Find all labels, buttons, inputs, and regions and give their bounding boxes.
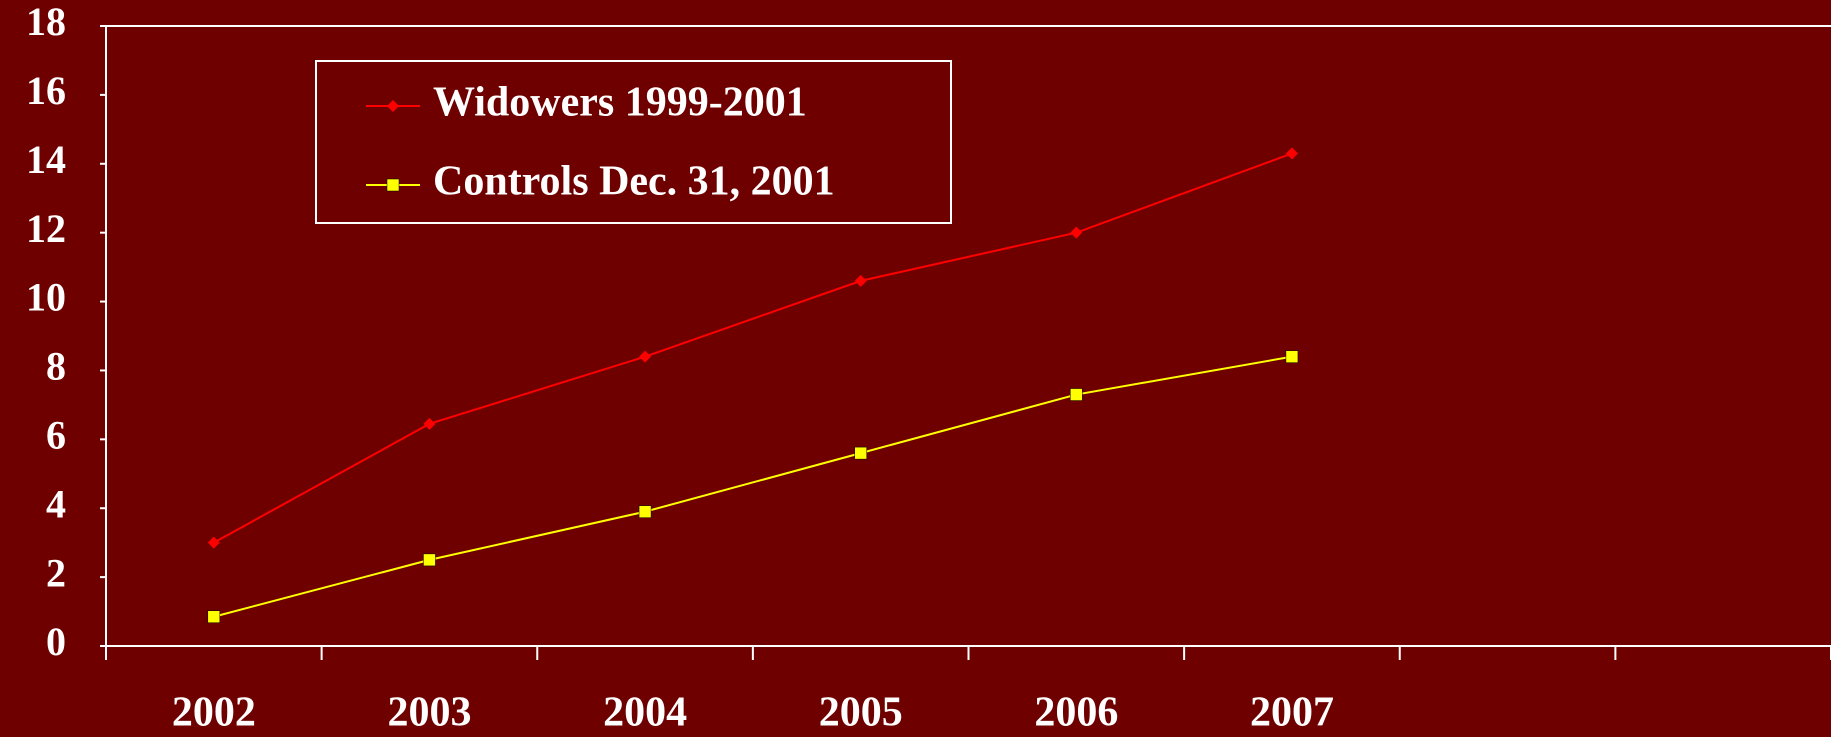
x-tick-label: 2003 <box>387 690 471 736</box>
y-tick-label: 18 <box>26 0 66 44</box>
marker <box>1285 350 1299 363</box>
marker <box>854 446 867 460</box>
marker <box>386 178 400 192</box>
series-line <box>213 152 1293 544</box>
marker <box>854 274 867 287</box>
legend-label: Widowers 1999-2001 <box>433 80 807 126</box>
marker <box>207 536 220 549</box>
x-tick-label: 2007 <box>1250 690 1334 736</box>
y-tick-label: 8 <box>46 344 66 389</box>
x-tick-label: 2004 <box>603 690 687 736</box>
marker <box>638 505 652 518</box>
marker <box>1285 147 1298 160</box>
y-tick-label: 6 <box>46 413 66 458</box>
marker <box>387 100 399 112</box>
x-tick-label: 2005 <box>819 690 903 736</box>
marker <box>639 350 652 363</box>
x-tick-label: 2002 <box>172 690 256 736</box>
series-line <box>213 355 1293 618</box>
legend: Widowers 1999-2001 Controls Dec. 31, 2001 <box>315 60 952 224</box>
y-tick-label: 0 <box>46 619 66 664</box>
legend-label: Controls Dec. 31, 2001 <box>433 159 835 205</box>
marker <box>1070 388 1083 401</box>
marker <box>423 553 436 567</box>
y-tick-label: 12 <box>26 206 66 251</box>
y-tick-label: 16 <box>26 68 66 113</box>
marker <box>423 417 436 430</box>
y-tick-label: 14 <box>26 137 66 182</box>
y-tick-label: 10 <box>26 275 66 320</box>
marker <box>207 610 221 623</box>
y-tick-label: 2 <box>46 550 66 595</box>
y-tick-label: 4 <box>46 481 66 526</box>
x-tick-label: 2006 <box>1034 690 1118 736</box>
legend-box <box>315 60 952 224</box>
marker <box>1070 226 1083 239</box>
